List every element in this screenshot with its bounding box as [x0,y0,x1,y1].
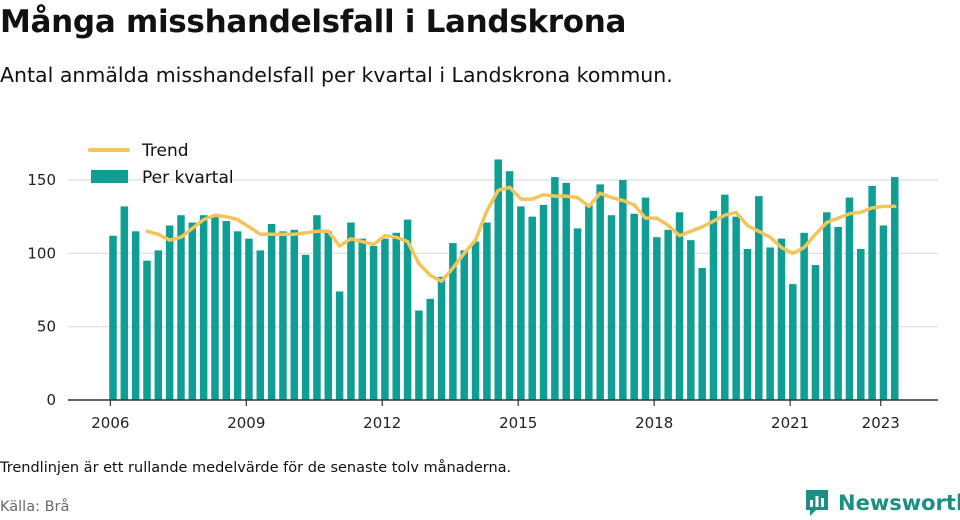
bar [120,206,129,400]
bar [664,229,672,400]
brand-name: Newsworthy [838,491,960,515]
bar [653,237,661,400]
bar [483,222,491,400]
bar-series [109,159,899,400]
bar [517,206,525,400]
bar [471,241,480,400]
x-tick-label: 2015 [499,414,537,432]
bar [891,177,899,400]
bar [562,182,570,400]
bar [834,226,842,400]
bar [732,216,740,400]
bar [573,228,582,400]
bar [641,197,650,400]
bar [222,221,231,400]
bar [188,222,197,400]
bar [721,194,729,400]
bar [743,248,752,400]
legend-bar-label: Per kvartal [142,168,234,188]
bar [789,284,797,400]
y-tick-label: 50 [37,318,56,336]
y-tick-label: 150 [27,171,56,189]
trend-series [145,185,897,283]
bar [381,238,389,400]
source-credit: Källa: Brå [0,499,70,515]
bar [165,225,174,400]
bar [845,197,854,400]
bar [505,171,514,400]
bar [709,210,718,400]
bar [460,250,468,400]
axes: 0 50 100 150 2006 2009 2012 2015 2018 2021 2023 [27,171,938,432]
bar [585,204,593,400]
bar [698,268,706,400]
x-tick-label: 2023 [862,414,900,432]
bar [596,184,604,400]
legend-trend-label: Trend [141,141,189,161]
legend: Trend Per kvartal [88,141,234,188]
y-tick-label: 0 [46,391,56,409]
chart-subtitle: Antal anmälda misshandelsfall per kvarta… [0,63,673,87]
bar [415,310,423,400]
legend-bar-swatch [91,170,128,183]
bar [755,196,763,400]
y-tick-label: 100 [27,244,56,262]
bar [551,177,559,400]
bar [109,235,117,400]
bar [607,215,616,400]
bar [335,291,344,400]
bar [800,232,808,400]
newsworthy-icon [806,490,828,516]
bar [369,246,378,400]
bar [324,231,333,400]
bar [233,231,242,400]
bar [403,219,412,400]
bar [313,215,321,400]
bar [358,238,367,400]
x-tick-label: 2012 [363,414,401,432]
footnote: Trendlinjen är ett rullande medelvärde f… [0,460,512,476]
bar [131,231,140,400]
bar [256,250,265,400]
bar [290,229,299,400]
bar [143,260,151,400]
bar [630,213,638,400]
bar [437,276,446,400]
bar [426,298,434,400]
bar [777,238,786,400]
x-tick-label: 2021 [771,414,809,432]
bar [868,185,876,400]
x-tick-label: 2006 [91,414,129,432]
bar [392,232,400,400]
bar [823,212,831,400]
bar [211,215,219,400]
bar [539,204,548,400]
bar [199,215,208,400]
bar [857,248,865,400]
bar [177,215,185,400]
bar [766,247,774,400]
bar [301,254,310,400]
chart-canvas: 0 50 100 150 2006 2009 2012 2015 2018 2021 2023 Tr… [27,141,938,432]
bar [267,224,276,400]
bar [245,238,253,400]
bar [811,265,820,400]
chart-title: Många misshandelsfall i Landskrona [0,4,627,40]
bar [879,225,888,400]
bar [347,222,355,400]
trend-line [145,185,897,283]
bar [154,250,163,400]
bar [528,216,536,400]
x-tick-label: 2018 [635,414,673,432]
bar [687,240,695,400]
bar [494,159,502,400]
newsworthy-logo: Newsworthy [804,488,960,518]
bar [449,243,457,400]
bar [619,180,627,400]
bar [675,212,684,400]
bar [279,231,287,400]
x-tick-label: 2009 [227,414,265,432]
